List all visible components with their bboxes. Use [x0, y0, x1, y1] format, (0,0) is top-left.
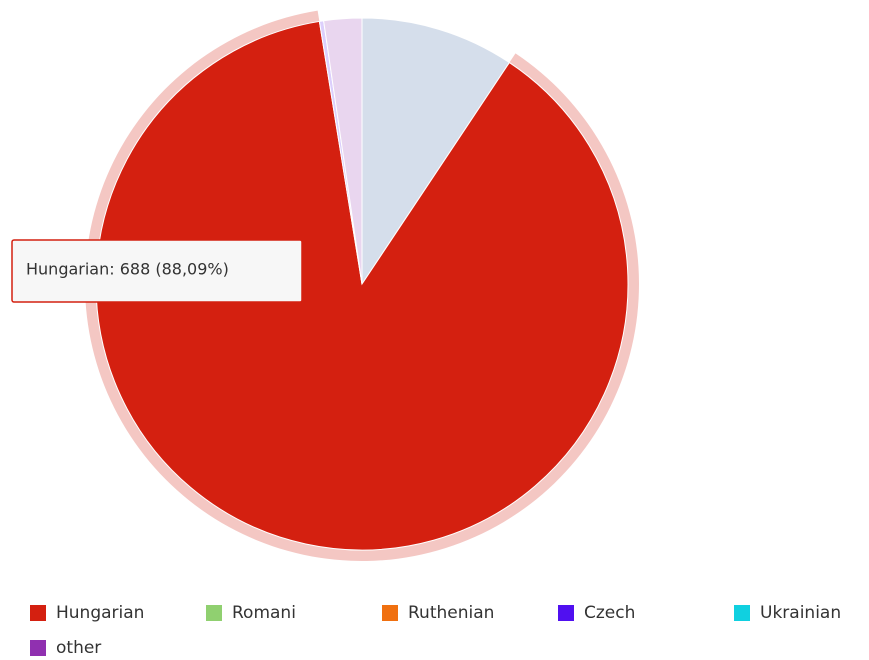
legend-label[interactable]: Romani	[232, 603, 296, 623]
legend-swatch	[206, 605, 222, 621]
legend-label[interactable]: other	[56, 638, 101, 658]
legend-swatch	[558, 605, 574, 621]
legend-label[interactable]: Czech	[584, 603, 635, 623]
slice[interactable]	[361, 17, 511, 286]
legend-swatch	[30, 640, 46, 656]
legend-label[interactable]: Hungarian	[56, 603, 144, 623]
legend-swatch	[734, 605, 750, 621]
legend-swatch	[30, 605, 46, 621]
legend: Hungarian Romani Ruthenian Czech Ukrainian ot…	[30, 603, 841, 658]
pie	[85, 10, 639, 561]
slice[interactable]	[95, 20, 629, 551]
legend-label[interactable]: Ukrainian	[760, 603, 841, 623]
tooltip-box	[11, 239, 303, 303]
tooltip-text: Hungarian: 688 (88,09%)	[26, 260, 229, 279]
legend-swatch	[382, 605, 398, 621]
tooltip: Hungarian: 688 (88,09%)	[11, 239, 303, 303]
slice[interactable]	[323, 17, 363, 285]
legend-label[interactable]: Ruthenian	[408, 603, 494, 623]
